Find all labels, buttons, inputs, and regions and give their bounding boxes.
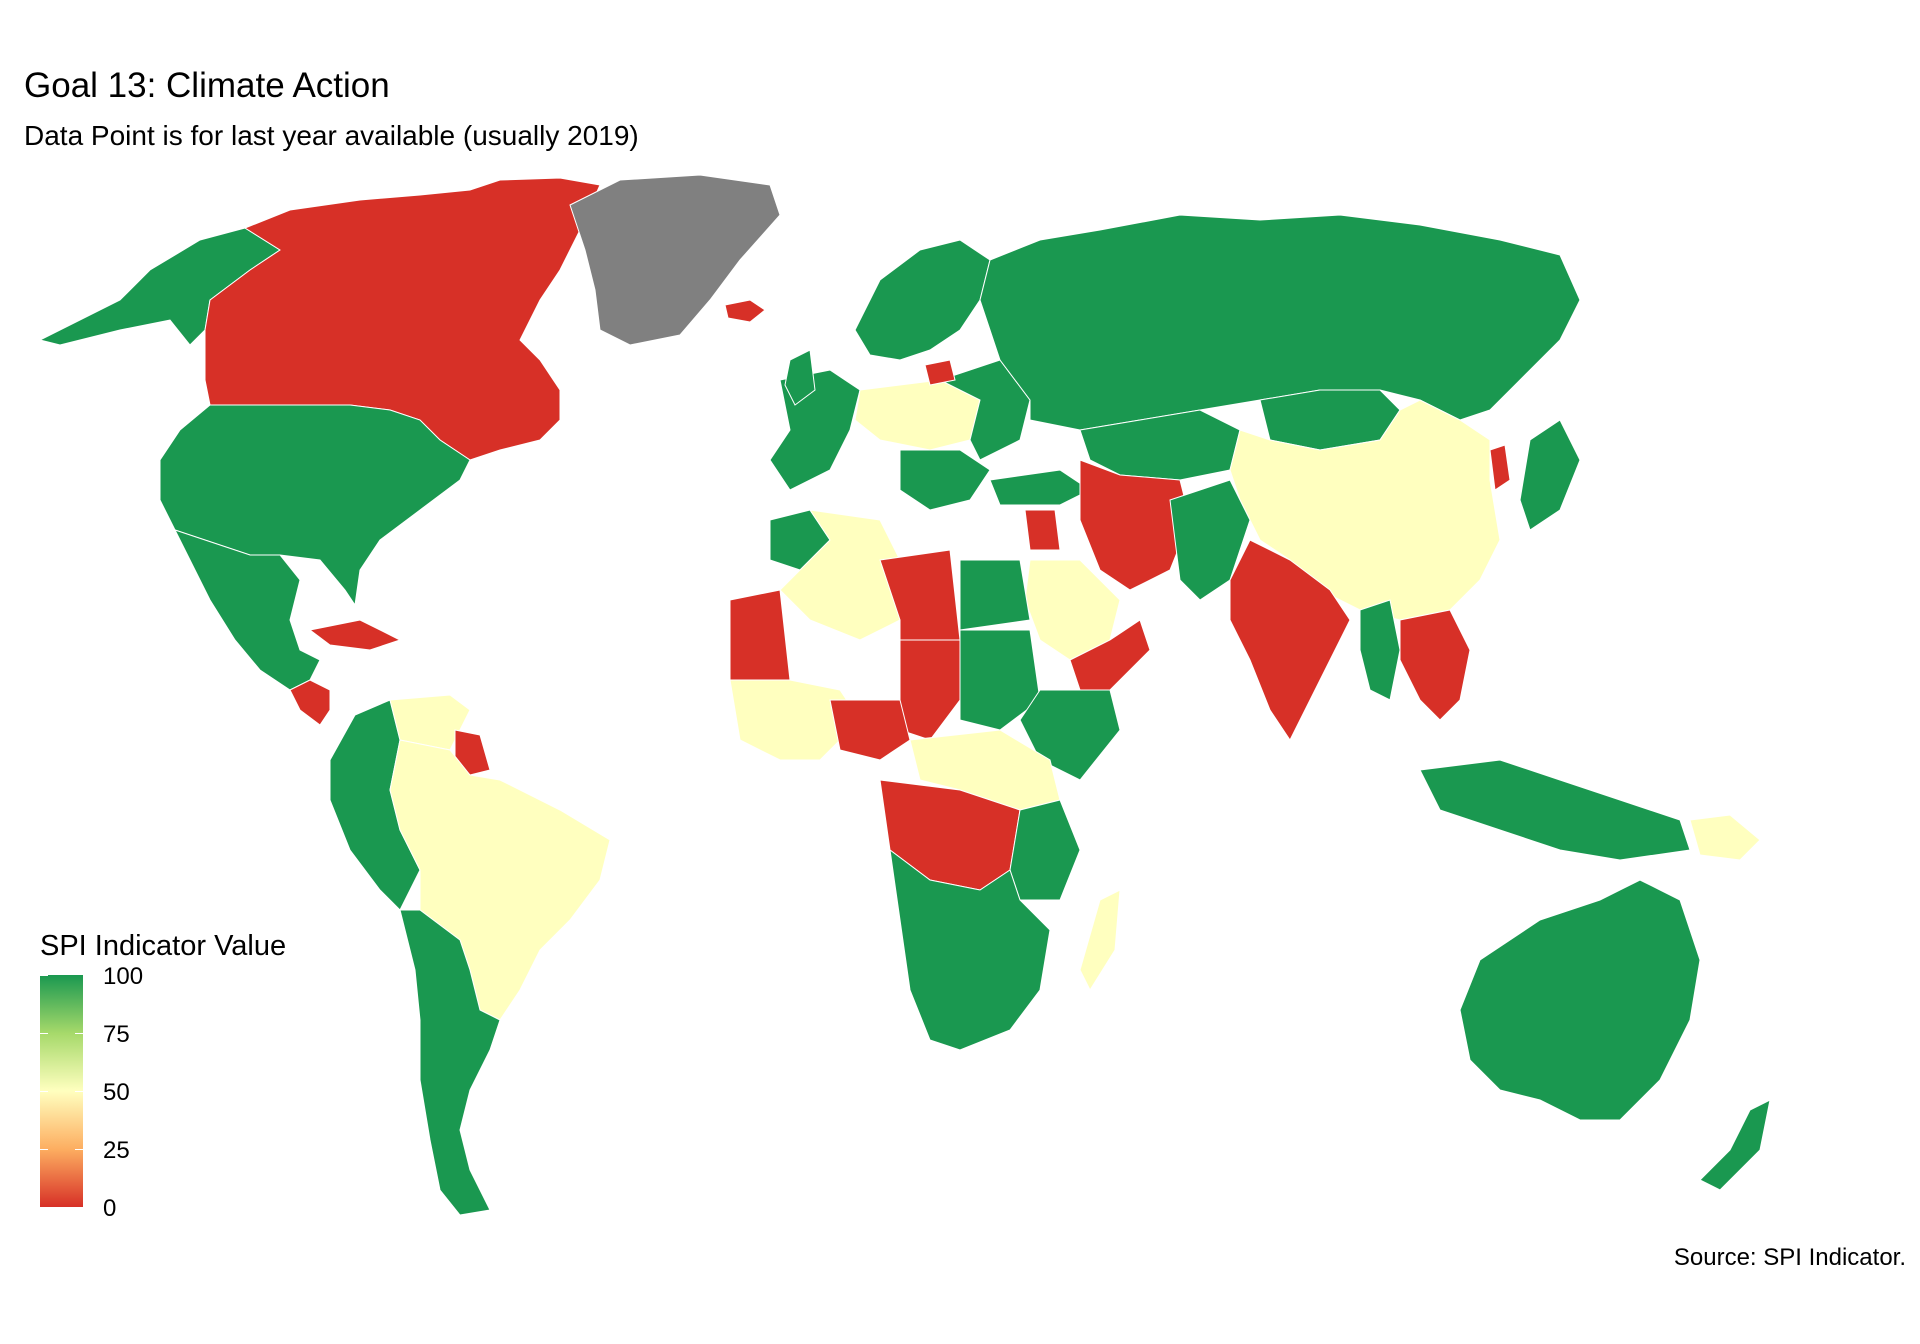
region-afghanistan-pakistan bbox=[1169, 479, 1251, 601]
region-turkey bbox=[989, 469, 1091, 506]
region-madagascar bbox=[1079, 889, 1121, 992]
region-korea bbox=[1489, 444, 1511, 491]
map-subtitle: Data Point is for last year available (u… bbox=[24, 120, 639, 151]
legend-tick-25: 25 bbox=[103, 1137, 130, 1164]
region-southern-africa bbox=[889, 848, 1051, 1051]
region-east-africa bbox=[1009, 799, 1081, 901]
region-uk bbox=[784, 349, 816, 406]
region-baltic bbox=[924, 359, 956, 386]
region-algeria bbox=[779, 509, 901, 641]
region-cuba bbox=[308, 619, 402, 651]
region-iceland bbox=[724, 299, 766, 323]
legend-tick-50: 50 bbox=[103, 1079, 130, 1106]
legend-tick-100: 100 bbox=[103, 963, 144, 990]
region-nigeria bbox=[829, 699, 911, 761]
legend-title: SPI Indicator Value bbox=[40, 930, 287, 962]
region-venezuela bbox=[389, 694, 471, 751]
region-egypt bbox=[959, 559, 1031, 631]
region-papua-new-guinea bbox=[1689, 814, 1761, 861]
region-mauritania bbox=[729, 589, 791, 681]
region-new-zealand bbox=[1699, 1099, 1771, 1191]
region-central-america bbox=[289, 679, 331, 726]
region-balkans bbox=[899, 449, 991, 511]
region-australia bbox=[1459, 879, 1701, 1121]
region-brazil bbox=[389, 739, 611, 1021]
region-iran bbox=[1079, 459, 1191, 591]
color-legend: SPI Indicator Value 100 75 50 25 0 bbox=[40, 930, 286, 1225]
region-greenland bbox=[569, 174, 781, 346]
region-indonesia bbox=[1419, 759, 1691, 861]
map-title: Goal 13: Climate Action bbox=[24, 66, 390, 105]
region-usa bbox=[159, 404, 471, 607]
region-myanmar bbox=[1359, 599, 1401, 701]
region-thailand-vietnam bbox=[1399, 609, 1471, 721]
region-russia bbox=[979, 214, 1581, 431]
region-chad bbox=[899, 639, 961, 741]
region-guianas bbox=[454, 729, 491, 776]
region-mexico bbox=[174, 529, 321, 691]
region-scandinavia bbox=[854, 239, 991, 361]
region-argentina-chile bbox=[399, 909, 501, 1216]
legend-tick-75: 75 bbox=[103, 1021, 130, 1048]
region-libya bbox=[879, 549, 961, 641]
region-india bbox=[1229, 539, 1351, 741]
region-canada bbox=[204, 177, 601, 461]
legend-color-bar bbox=[40, 975, 83, 1207]
legend-tick-0: 0 bbox=[103, 1195, 117, 1222]
region-sudan bbox=[959, 629, 1041, 731]
region-syria bbox=[1024, 509, 1061, 551]
region-japan bbox=[1519, 419, 1581, 531]
source-caption: Source: SPI Indicator. bbox=[1673, 1244, 1906, 1271]
